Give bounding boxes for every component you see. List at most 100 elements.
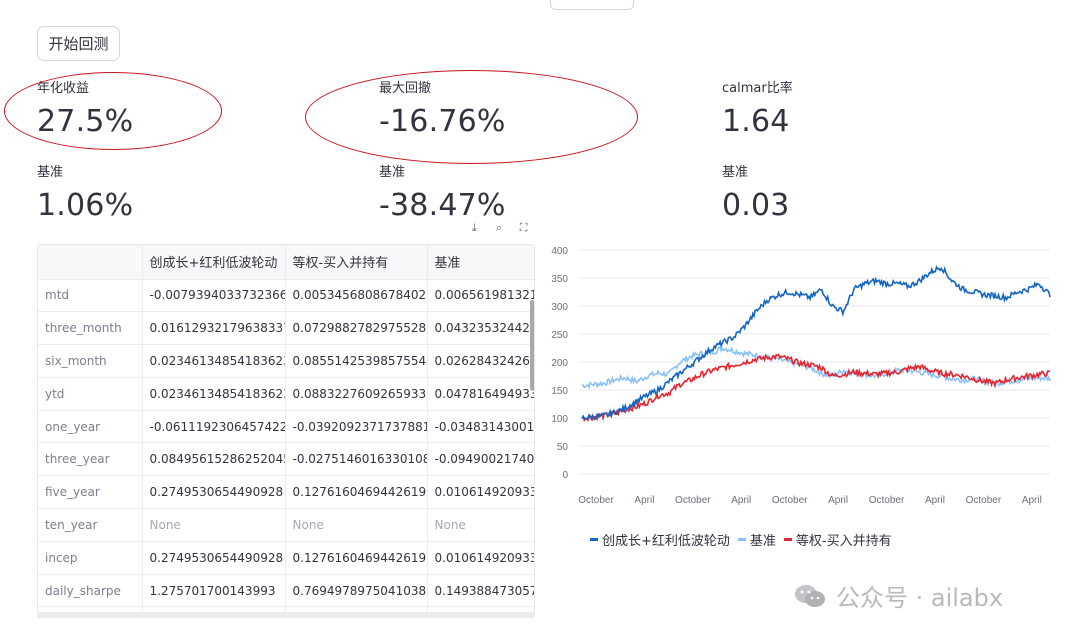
table-cell[interactable]: 0.04323532442852: [427, 311, 534, 346]
top-widget-stub: [550, 0, 634, 10]
row-index-cell[interactable]: three_month: [38, 311, 143, 346]
table-cell[interactable]: 0.04781649493301: [427, 377, 534, 411]
table-cell[interactable]: 0.07298827829755283: [285, 311, 428, 346]
legend-label: 基准: [749, 534, 776, 549]
table-cell[interactable]: 0.12761604694426198: [285, 541, 428, 575]
x-tick-label: April: [731, 495, 751, 506]
metric-label: 最大回撤: [379, 81, 432, 96]
table-cell[interactable]: 0.14938847305739: [427, 574, 534, 608]
watermark: 公众号 · ailabx: [794, 578, 1003, 613]
table-cell[interactable]: -0.027514601633010893: [285, 442, 428, 477]
x-tick-label: April: [1022, 495, 1042, 506]
y-tick-label: 50: [557, 442, 569, 453]
table-cell[interactable]: 0.01061492093374: [427, 475, 534, 510]
row-index-cell[interactable]: ten_year: [38, 508, 143, 542]
metric-benchmark-return: 基准 1.06%: [37, 164, 133, 224]
column-header[interactable]: 创成长+红利低波轮动: [142, 245, 286, 280]
column-header[interactable]: 基准: [427, 245, 534, 280]
y-tick-label: 200: [551, 358, 568, 369]
series-line: [581, 346, 1051, 390]
table-cell[interactable]: 0.2749530654490928: [142, 541, 286, 575]
chart-legend: 创成长+红利低波轮动 基准 等权-买入并持有: [590, 530, 892, 549]
table-cell[interactable]: 0.023461348541836236: [142, 344, 286, 378]
metric-value: 0.03: [722, 188, 790, 223]
x-tick-label: April: [634, 495, 654, 506]
table-cell[interactable]: 0.08495615286252045: [142, 442, 286, 477]
table-scrollbar[interactable]: [530, 300, 534, 390]
metric-label: 基准: [37, 165, 64, 180]
table-horizontal-scrollbar[interactable]: [37, 612, 535, 618]
download-icon[interactable]: ⤓: [471, 221, 477, 234]
row-index-cell[interactable]: mtd: [38, 279, 143, 313]
wechat-icon: [794, 583, 826, 609]
table-cell[interactable]: 0.016129321796383378: [142, 311, 286, 346]
row-index-cell[interactable]: six_month: [38, 344, 143, 378]
y-tick-label: 0: [562, 470, 568, 481]
x-tick-label: October: [772, 495, 808, 506]
table-cell[interactable]: 0.01061492093374: [427, 541, 534, 575]
series-line: [581, 353, 1051, 423]
table-cell[interactable]: 0.0883227609265933: [285, 377, 428, 411]
row-index-cell[interactable]: incep: [38, 541, 143, 575]
y-tick-label: 150: [551, 386, 568, 397]
start-backtest-button[interactable]: 开始回测: [37, 26, 120, 61]
search-icon[interactable]: ⌕: [495, 221, 503, 234]
legend-swatch: [783, 538, 792, 541]
table-row[interactable]: six_month 0.023461348541836236 0.085514253…: [38, 344, 534, 378]
table-row[interactable]: ytd 0.023461348541836236 0.088322760926593…: [38, 377, 534, 411]
x-tick-label: October: [578, 495, 614, 506]
table-cell[interactable]: 0.7694978975041038: [285, 574, 428, 608]
table-cell[interactable]: 0.12761604694426198: [285, 475, 428, 510]
table-row[interactable]: daily_sharpe 1.275701700143993 0.769497897…: [38, 574, 534, 608]
fullscreen-icon[interactable]: ⛶: [519, 221, 528, 234]
metrics-table[interactable]: 创成长+红利低波轮动 等权-买入并持有 基准 mtd -0.00793940337…: [37, 244, 535, 618]
table-cell[interactable]: 0.2749530654490928: [142, 475, 286, 510]
table-cell[interactable]: -0.00793940337323662: [142, 279, 286, 313]
table-row[interactable]: one_year-0.061119230645742206-0.03920923…: [38, 410, 534, 444]
row-index-cell[interactable]: three_year: [38, 442, 143, 477]
column-header[interactable]: [38, 245, 143, 280]
legend-label: 等权-买入并持有: [795, 534, 892, 549]
table-cell[interactable]: -0.061119230645742206: [142, 410, 286, 444]
table-row[interactable]: mtd -0.00793940337323662 0.005345680867840…: [38, 279, 534, 313]
column-header[interactable]: 等权-买入并持有: [285, 245, 428, 280]
row-index-cell[interactable]: five_year: [38, 475, 143, 510]
metric-annual-return: 年化收益 27.5%: [37, 80, 133, 140]
table-row[interactable]: five_year 0.2749530654490928 0.12761604694…: [38, 475, 534, 510]
table-row[interactable]: three_month 0.016129321796383378 0.0729882…: [38, 311, 534, 346]
table-cell[interactable]: None: [142, 508, 286, 542]
table-row[interactable]: three_year 0.08495615286252045 -0.02751460…: [38, 442, 534, 477]
row-index-cell[interactable]: ytd: [38, 377, 143, 411]
table-cell[interactable]: 0.00656198132189: [427, 279, 534, 313]
legend-item[interactable]: 创成长+红利低波轮动: [590, 530, 730, 549]
metric-max-drawdown: 最大回撤 -16.76%: [379, 80, 506, 140]
performance-line-chart: 0 50 100 150 200 250 300 350 400 October April Octo…: [551, 246, 1051, 506]
table-row[interactable]: incep 0.2749530654490928 0.127616046944261…: [38, 541, 534, 575]
row-index-cell[interactable]: daily_sharpe: [38, 574, 143, 608]
metric-value: 1.06%: [37, 188, 134, 223]
table-cell[interactable]: 0.0855142539857554: [285, 344, 428, 378]
legend-item[interactable]: 基准: [737, 530, 776, 549]
metric-benchmark-calmar: 基准 0.03: [722, 164, 790, 224]
metric-label: 年化收益: [37, 81, 90, 96]
table-cell[interactable]: 0.023461348541836236: [142, 377, 286, 411]
table-cell[interactable]: 0.005345680867840263: [285, 279, 428, 313]
metric-label: 基准: [379, 165, 406, 180]
y-tick-label: 350: [551, 274, 568, 285]
y-tick-label: 250: [551, 330, 568, 341]
table-cell[interactable]: 0.02628432426750: [427, 344, 534, 378]
legend-item[interactable]: 等权-买入并持有: [783, 530, 892, 549]
x-tick-label: April: [925, 495, 945, 506]
legend-label: 创成长+红利低波轮动: [602, 534, 730, 549]
table-cell[interactable]: None: [427, 508, 534, 542]
watermark-text: 公众号 · ailabx: [836, 584, 1004, 612]
table-cell[interactable]: 1.275701700143993: [142, 574, 286, 608]
row-index-cell[interactable]: one_year: [38, 410, 143, 444]
table-cell[interactable]: -0.0392092371737881: [285, 410, 428, 444]
y-tick-label: 100: [551, 414, 568, 425]
metric-value: 1.64: [722, 104, 790, 139]
table-row[interactable]: ten_year None None None: [38, 508, 534, 542]
table-cell[interactable]: None: [285, 508, 428, 542]
table-cell[interactable]: -0.03483143001919: [427, 410, 534, 444]
table-cell[interactable]: -0.09490021740595: [427, 442, 534, 477]
